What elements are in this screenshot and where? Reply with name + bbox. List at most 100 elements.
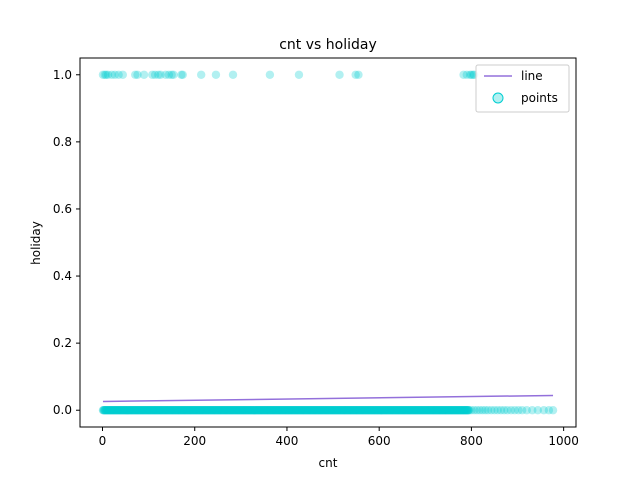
scatter-point [418,406,428,415]
scatter-point [383,406,393,415]
scatter-point [472,406,482,415]
scatter-point [436,406,445,415]
scatter-point [183,406,193,415]
scatter-point [171,406,180,415]
scatter-point [332,406,341,415]
scatter-point [392,406,401,415]
scatter-point [200,406,209,415]
scatter-point [294,406,304,415]
scatter-point [265,70,275,79]
scatter-point [288,406,297,415]
scatter-point [348,406,358,415]
scatter-point [271,406,280,415]
scatter-point [430,406,440,415]
scatter-point [450,406,459,415]
scatter-point [373,406,382,415]
scatter-point [410,406,420,415]
scatter-point [380,406,390,415]
scatter-point [386,406,395,415]
scatter-point [437,406,446,415]
scatter-point [319,406,328,415]
scatter-point [143,406,152,415]
scatter-point [460,406,469,415]
scatter-point [360,406,370,415]
scatter-point [416,406,426,415]
scatter-point [201,406,210,415]
scatter-point [375,406,384,415]
scatter-point [150,70,160,79]
scatter-point [202,406,212,415]
scatter-point [126,406,136,415]
scatter-point [369,406,378,415]
scatter-point [124,406,133,415]
scatter-point [336,406,346,415]
scatter-point [137,406,146,415]
scatter-point [394,406,403,415]
scatter-point [333,406,342,415]
scatter-point [232,406,242,415]
scatter-point [122,406,131,415]
scatter-point [118,406,127,415]
scatter-point [230,406,240,415]
scatter-point [110,406,119,415]
series-line [102,394,554,403]
scatter-point [427,406,436,415]
scatter-point [164,70,174,79]
scatter-point [308,406,317,415]
scatter-point [193,406,203,415]
scatter-point [459,70,468,79]
scatter-point [107,406,116,415]
scatter-point [433,406,442,415]
scatter-point [168,406,178,415]
scatter-point [159,406,168,415]
scatter-point [276,406,286,415]
scatter-point [214,406,223,415]
scatter-point [441,406,451,415]
scatter-point [162,406,171,415]
scatter-point [156,406,166,415]
scatter-point [218,406,227,415]
scatter-point [428,406,437,415]
scatter-point [374,406,384,415]
scatter-point [288,406,298,415]
scatter-point [298,406,307,415]
scatter-point [331,406,341,415]
scatter-point [267,406,276,415]
scatter-point [305,406,315,415]
scatter-point [270,406,279,415]
scatter-point [212,406,221,415]
scatter-point [256,406,266,415]
scatter-point [387,406,396,415]
scatter-point [464,406,474,415]
scatter-point [120,406,130,415]
scatter-point [107,70,116,79]
scatter-point [437,406,447,415]
scatter-point [323,406,333,415]
scatter-point [137,406,147,415]
scatter-point [150,406,160,415]
scatter-point [258,406,267,415]
scatter-point [284,406,293,415]
scatter-point [391,406,400,415]
scatter-point [274,406,284,415]
scatter-point [292,406,301,415]
scatter-point [401,406,410,415]
scatter-point [260,406,270,415]
scatter-point [315,406,325,415]
scatter-point [273,406,282,415]
scatter-point [359,406,369,415]
scatter-point [429,406,439,415]
scatter-point [313,406,323,415]
scatter-point [316,406,326,415]
scatter-point [156,70,165,79]
series-lines [102,394,554,403]
scatter-point [229,406,239,415]
scatter-point [215,406,225,415]
scatter-point [220,406,230,415]
scatter-point [469,70,478,79]
scatter-point [349,406,359,415]
scatter-point [352,406,361,415]
scatter-point [204,406,213,415]
scatter-point [303,406,313,415]
scatter-point [132,406,141,415]
